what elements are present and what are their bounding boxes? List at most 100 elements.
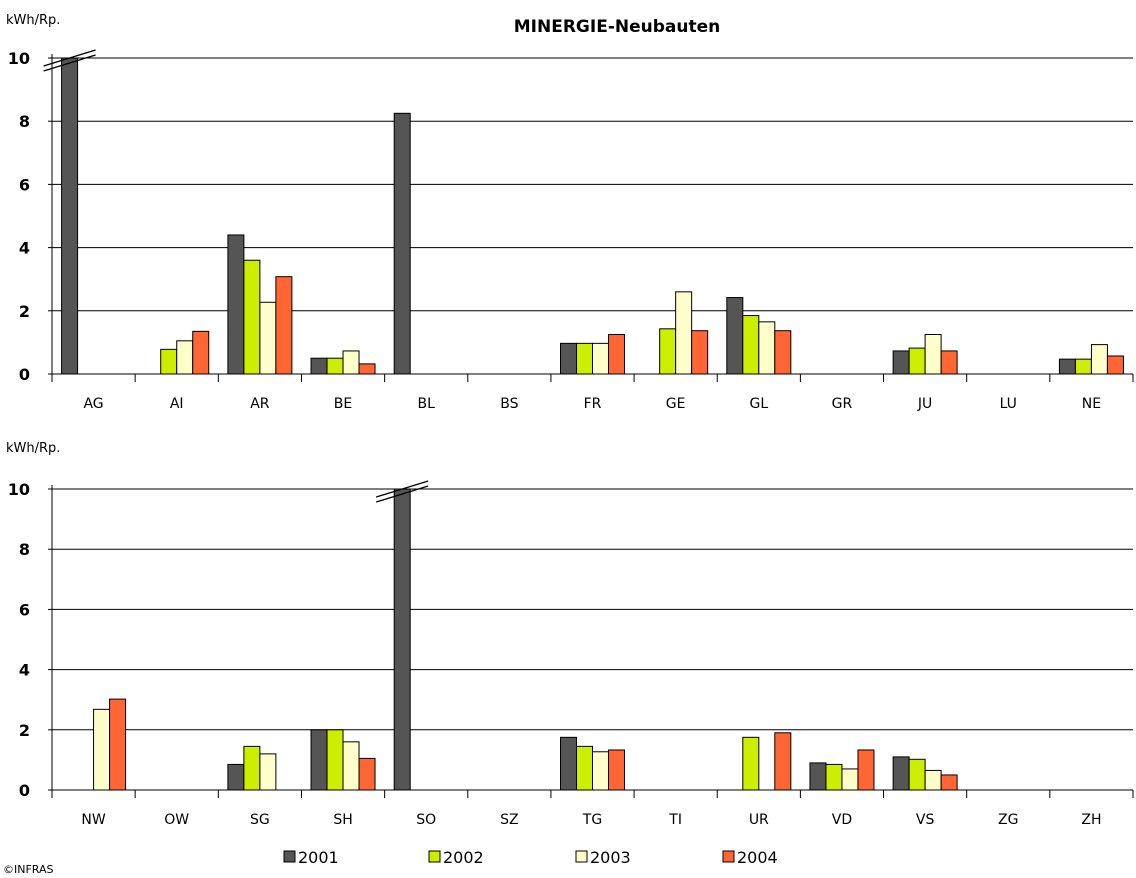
- bar-nw-2003: [93, 708, 111, 791]
- x-tick-label-sh: SH: [333, 812, 352, 828]
- y-tick-label: 0: [19, 365, 30, 384]
- bar-fr-2003: [592, 342, 609, 375]
- bar-so-2001: [393, 488, 411, 791]
- bar-sg-2003: [259, 753, 277, 791]
- y-tick-label: 4: [19, 239, 30, 258]
- x-tick-label-ju: JU: [917, 396, 932, 412]
- bar-ju-2001: [892, 350, 910, 375]
- bar-ar-2004: [275, 276, 293, 375]
- x-tick-label-sz: SZ: [500, 812, 518, 828]
- bar-fr-2004: [608, 334, 625, 375]
- chart-panels: kWh/Rp. 0 2 4 6 8 10 AG AI AR BE BL BS FR GE GL GR JU LU NE…: [6, 13, 1134, 828]
- y-tick-label: 2: [19, 302, 30, 321]
- legend-item-2002: 2002: [428, 848, 484, 867]
- x-tick-label-ai: AI: [170, 396, 184, 412]
- bar-ar-2003: [259, 301, 277, 375]
- bar-ju-2002: [908, 347, 926, 375]
- chart-title: MINERGIE-Neubauten: [514, 17, 720, 37]
- bar-ne-2004: [1106, 355, 1124, 375]
- x-tick-label-ur: UR: [749, 812, 769, 828]
- axis-break-mark: [376, 485, 429, 503]
- legend-label: 2001: [298, 848, 339, 867]
- y-tick-label: 10: [8, 480, 30, 499]
- bar-fr-2001: [560, 342, 577, 375]
- x-tick-label-be: BE: [334, 396, 352, 412]
- legend-swatch: [575, 850, 588, 863]
- x-tick-label-sg: SG: [250, 812, 270, 828]
- bar-bl-2001: [393, 112, 411, 375]
- legend-label: 2002: [443, 848, 484, 867]
- y-tick-label: 10: [8, 49, 30, 68]
- bar-ju-2004: [940, 350, 958, 375]
- legend-swatch: [283, 850, 296, 863]
- bar-tg-2003: [592, 751, 609, 791]
- bar-gl-2001: [726, 297, 744, 375]
- legend-label: 2004: [737, 848, 778, 867]
- bar-be-2001: [310, 357, 328, 375]
- x-tick-label-ag: AG: [83, 396, 103, 412]
- bar-vs-2003: [924, 769, 942, 791]
- x-tick-label-ow: OW: [164, 812, 189, 828]
- bar-gl-2004: [774, 330, 792, 375]
- y-tick-label: 4: [19, 661, 30, 680]
- y-tick-label: 0: [19, 781, 30, 800]
- bar-nw-2004: [109, 698, 127, 791]
- bar-sg-2002: [243, 745, 261, 791]
- x-tick-label-ge: GE: [666, 396, 686, 412]
- legend-item-2004: 2004: [722, 848, 778, 867]
- x-tick-label-zg: ZG: [998, 812, 1018, 828]
- x-tick-label-zh: ZH: [1081, 812, 1101, 828]
- x-tick-label-nw: NW: [81, 812, 105, 828]
- bar-ai-2003: [176, 340, 194, 375]
- bar-ju-2003: [924, 334, 942, 375]
- bar-sg-2001: [227, 763, 245, 791]
- bar-vs-2001: [892, 756, 910, 791]
- bar-ne-2002: [1074, 358, 1092, 375]
- bar-ge-2002: [659, 328, 677, 375]
- bar-vs-2002: [908, 758, 926, 791]
- credit-text: ©INFRAS: [3, 863, 54, 876]
- y-tick-label: 6: [19, 175, 30, 194]
- bar-sh-2004: [358, 757, 376, 791]
- bar-gl-2003: [758, 321, 776, 375]
- legend-item-2001: 2001: [283, 848, 339, 867]
- x-tick-label-fr: FR: [584, 396, 602, 412]
- bar-fr-2002: [576, 342, 593, 375]
- y-tick-label: 2: [19, 721, 30, 740]
- bar-ge-2004: [691, 330, 709, 375]
- bar-vs-2004: [940, 774, 958, 791]
- bar-tg-2001: [560, 736, 577, 791]
- x-tick-label-ar: AR: [250, 396, 270, 412]
- chart-panel-1: kWh/Rp. 0 2 4 6 8 10 AG AI AR BE BL BS FR GE GL GR JU LU NE: [6, 13, 1134, 412]
- y-tick-label: 6: [19, 600, 30, 619]
- y-tick-label: 8: [19, 540, 30, 559]
- bar-ai-2002: [160, 348, 178, 375]
- legend-label: 2003: [590, 848, 631, 867]
- bar-sh-2002: [326, 729, 344, 791]
- legend-item-2003: 2003: [575, 848, 631, 867]
- bar-vd-2003: [841, 768, 859, 791]
- bar-tg-2004: [608, 749, 625, 791]
- bar-ur-2002: [742, 736, 760, 791]
- legend: 2001 2002 2003 2004: [283, 848, 778, 867]
- bar-ne-2003: [1090, 344, 1108, 375]
- x-tick-label-bl: BL: [417, 396, 435, 412]
- chart-panel-2: kWh/Rp. 0 2 4 6 8 10 NW OW SG SH SO SZ TG TI UR VD VS ZG ZH: [6, 441, 1134, 828]
- x-tick-label-vd: VD: [832, 812, 852, 828]
- x-tick-label-bs: BS: [500, 396, 518, 412]
- x-tick-label-lu: LU: [1000, 396, 1017, 412]
- legend-swatch: [428, 850, 441, 863]
- x-tick-label-ti: TI: [668, 812, 682, 828]
- bar-gl-2002: [742, 315, 760, 375]
- bar-be-2003: [342, 350, 360, 375]
- bar-be-2002: [326, 357, 344, 375]
- bar-vd-2002: [825, 763, 843, 791]
- bar-ai-2004: [192, 330, 210, 375]
- x-tick-label-gr: GR: [832, 396, 853, 412]
- bar-tg-2002: [576, 745, 593, 791]
- bar-be-2004: [358, 363, 376, 375]
- bar-ge-2003: [675, 291, 693, 375]
- x-tick-label-ne: NE: [1082, 396, 1101, 412]
- bar-ag-2001: [61, 57, 79, 375]
- x-tick-label-so: SO: [416, 812, 436, 828]
